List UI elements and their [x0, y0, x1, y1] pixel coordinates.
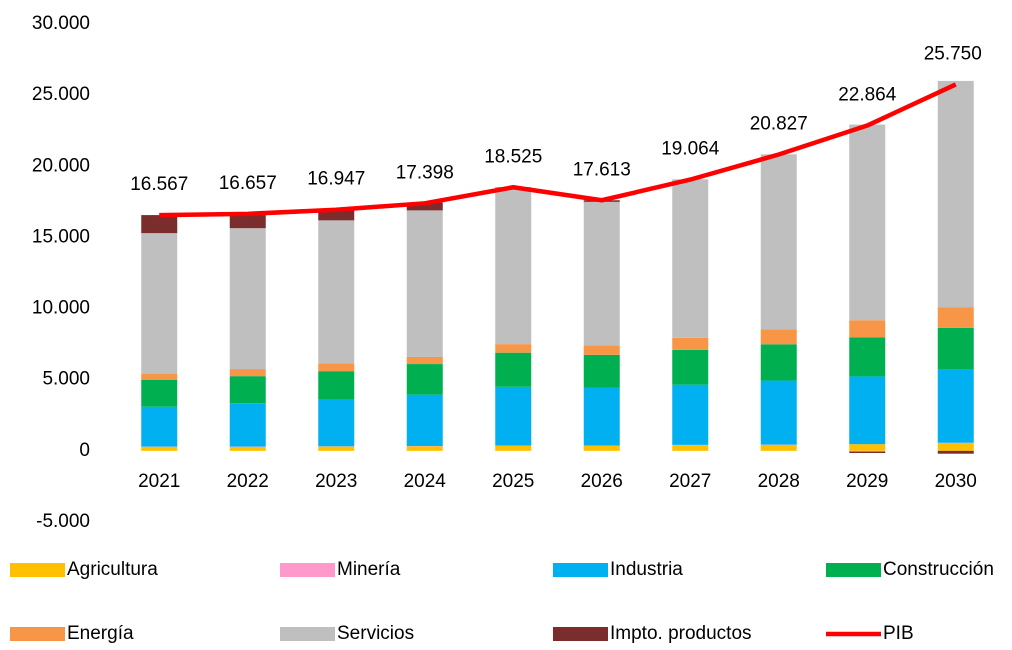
bar-segment	[761, 344, 797, 380]
bar-segment	[672, 180, 708, 338]
bar-segment	[761, 154, 797, 329]
legend-label: PIB	[883, 623, 914, 644]
data-label: 20.827	[750, 114, 808, 135]
y-tick-label: -5.000	[36, 511, 90, 532]
y-tick-label: 5.000	[42, 369, 90, 390]
bar-segment	[938, 451, 974, 454]
bar-segment	[761, 445, 797, 451]
legend-swatch	[826, 563, 881, 577]
data-label: 22.864	[838, 85, 897, 106]
legend-label: Servicios	[337, 623, 414, 644]
y-tick-label: 30.000	[32, 13, 90, 34]
data-label: 16.567	[130, 174, 188, 195]
bar-segment	[584, 202, 620, 346]
x-tick-label: 2025	[492, 471, 534, 492]
data-label: 16.947	[307, 169, 365, 190]
x-tick-label: 2030	[935, 471, 977, 492]
bar-segment	[495, 344, 531, 353]
bar-segment	[849, 452, 885, 453]
y-tick-label: 10.000	[32, 298, 90, 319]
bar-segment	[672, 338, 708, 350]
bar-segment	[849, 337, 885, 376]
data-label: 18.525	[484, 146, 542, 167]
data-label: 17.398	[396, 162, 454, 183]
bar-segment	[672, 445, 708, 451]
data-label: 25.750	[924, 43, 982, 64]
legend-label: Agricultura	[67, 559, 158, 580]
bar-segment	[141, 215, 177, 233]
bar-segment	[584, 355, 620, 388]
bar-segment	[849, 125, 885, 321]
bar-segment	[230, 447, 266, 451]
legend-swatch	[10, 627, 65, 641]
bar-segment	[495, 446, 531, 451]
bar-segment	[141, 380, 177, 407]
bar-segment	[584, 346, 620, 355]
legend-label: Industria	[610, 559, 683, 580]
x-tick-label: 2024	[404, 471, 447, 492]
bar-segment	[318, 400, 354, 447]
bar-segment	[407, 210, 443, 357]
legend-swatch	[280, 627, 335, 641]
x-tick-label: 2027	[669, 471, 711, 492]
bar-segment	[230, 228, 266, 369]
line-series	[159, 84, 956, 215]
bar-segment	[318, 371, 354, 399]
x-tick-label: 2028	[758, 471, 800, 492]
y-tick-label: 25.000	[32, 84, 90, 105]
legend-label: Energía	[67, 623, 134, 644]
data-label: 17.613	[573, 159, 631, 180]
x-tick-label: 2026	[581, 471, 623, 492]
y-tick-label: 20.000	[32, 155, 90, 176]
bar-segment	[407, 357, 443, 364]
legend-swatch	[553, 563, 608, 577]
x-tick-label: 2029	[846, 471, 888, 492]
bar-segment	[141, 447, 177, 451]
x-tick-label: 2021	[138, 471, 180, 492]
bar-segment	[318, 363, 354, 371]
bar-segment	[584, 446, 620, 451]
y-tick-label: 15.000	[32, 226, 90, 247]
bar-segment	[761, 381, 797, 445]
legend-label: Minería	[337, 559, 401, 580]
bar-segment	[938, 370, 974, 443]
legend-swatch	[280, 563, 335, 577]
bar-segment	[495, 387, 531, 446]
bar-segment	[938, 81, 974, 307]
bar-segment	[584, 388, 620, 446]
bar-segment	[141, 233, 177, 374]
bar-segment	[672, 385, 708, 445]
x-tick-label: 2023	[315, 471, 357, 492]
bar-segment	[318, 447, 354, 451]
y-tick-label: 0	[79, 440, 90, 461]
legend-label: Construcción	[883, 559, 994, 580]
bar-segment	[849, 376, 885, 444]
legend-swatch	[10, 563, 65, 577]
bar-segment	[938, 443, 974, 451]
bar-segment	[407, 395, 443, 446]
bar-segment	[495, 188, 531, 345]
bar-segment	[407, 446, 443, 451]
x-tick-label: 2022	[227, 471, 269, 492]
bar-segment	[849, 451, 885, 452]
bar-segment	[938, 307, 974, 328]
bar-segment	[938, 328, 974, 370]
data-label: 16.657	[219, 173, 277, 194]
bar-segment	[318, 220, 354, 363]
bar-segment	[849, 320, 885, 337]
bar-segment	[141, 407, 177, 447]
bar-segment	[495, 353, 531, 387]
bar-segment	[761, 329, 797, 344]
bar-segment	[230, 403, 266, 446]
data-label: 19.064	[661, 139, 720, 160]
legend-swatch	[553, 627, 608, 641]
bar-segment	[141, 374, 177, 380]
bar-segment	[230, 376, 266, 403]
bar-segment	[407, 364, 443, 395]
legend-label: Impto. productos	[610, 623, 752, 644]
bar-segment	[849, 444, 885, 451]
bar-segment	[672, 350, 708, 385]
bar-segment	[230, 369, 266, 376]
